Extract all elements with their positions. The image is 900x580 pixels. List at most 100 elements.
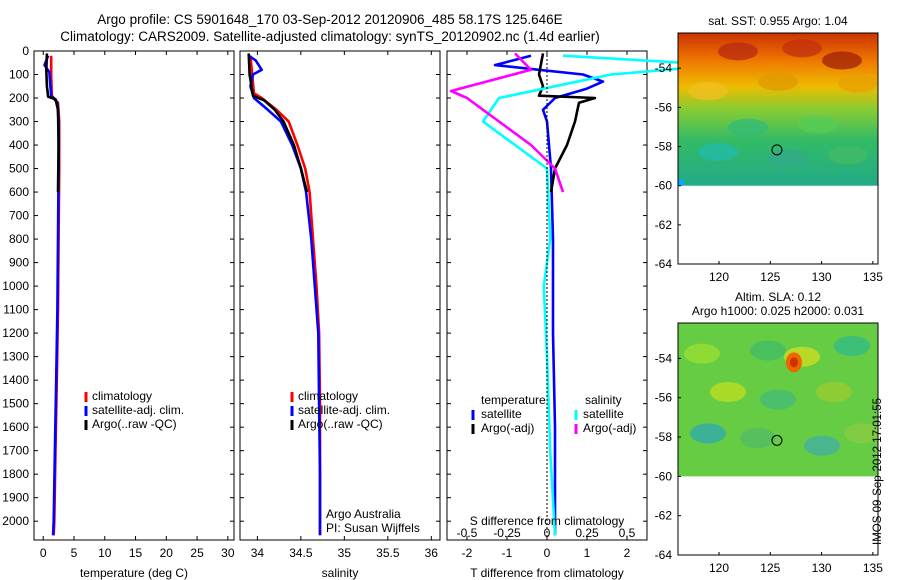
depth-tick-label: 1500	[2, 397, 29, 411]
salinity-series-argo-raw-qc-	[247, 53, 309, 193]
temperature-xtick-label: 30	[221, 546, 235, 560]
sst-patch	[798, 115, 838, 134]
temperature-frame	[33, 50, 235, 541]
sst-ytick-label: -58	[655, 140, 673, 154]
sst-patch	[828, 146, 868, 165]
salinity-frame	[239, 50, 441, 541]
salinity-xtick-label: 34	[251, 546, 265, 560]
figure-title-line-1: Argo profile: CS 5901648_170 03-Sep-2012…	[97, 12, 563, 27]
depth-tick-label: 1700	[2, 444, 29, 458]
sst-xtick-label: 135	[863, 270, 883, 284]
sla-patch	[690, 423, 726, 444]
salinity-legend-label: Argo(..raw -QC)	[298, 417, 383, 431]
sla-patch	[750, 340, 786, 361]
sla-title-line-1: Altim. SLA: 0.12	[735, 290, 821, 304]
salinity-xtick-label: 34.5	[289, 546, 313, 560]
depth-tick-label: 200	[9, 91, 29, 105]
salinity-legend-label: climatology	[298, 389, 358, 403]
figure-title-line-2: Climatology: CARS2009. Satellite-adjuste…	[60, 29, 600, 44]
sla-ytick-label: -58	[655, 430, 673, 444]
depth-tick-label: 1400	[2, 373, 29, 387]
sst-ytick-label: -60	[655, 179, 673, 193]
sst-field	[678, 33, 878, 186]
sst-edge-patch	[678, 179, 684, 186]
difference-series-argo-adj-	[537, 53, 597, 193]
depth-tick-label: 600	[9, 185, 29, 199]
sla-xtick-label: 130	[812, 561, 832, 575]
sst-xtick-label: 130	[812, 270, 832, 284]
difference-xtick-label: -1	[502, 546, 513, 560]
sla-xtick-label: 125	[760, 561, 780, 575]
difference-series-satellite	[493, 54, 605, 536]
temperature-xtick-label: 10	[98, 546, 112, 560]
sst-patch	[718, 42, 758, 61]
temperature-xtick-label: 0	[40, 546, 47, 560]
sla-ytick-label: -54	[655, 351, 673, 365]
sst-ytick-label: -64	[655, 257, 673, 271]
depth-tick-label: 400	[9, 138, 29, 152]
sla-high-core	[789, 357, 798, 368]
annotation-line: PI: Susan Wijffels	[326, 521, 420, 535]
sst-patch	[688, 82, 728, 101]
sla-title-line-2: Argo h1000: 0.025 h2000: 0.031	[692, 304, 864, 318]
depth-tick-label: 1200	[2, 326, 29, 340]
sla-patch	[740, 428, 776, 449]
legend-temperature-label: Argo(-adj)	[481, 421, 534, 435]
depth-tick-label: 1100	[3, 303, 29, 317]
salinity-panel: 34 34.5 35 35.5 36 salinity climatologysatelli…	[239, 50, 441, 580]
sst-title: sat. SST: 0.955 Argo: 1.04	[708, 14, 848, 28]
depth-tick-label: 700	[9, 209, 29, 223]
difference-s-tick-label: 0.5	[619, 526, 636, 540]
temperature-xlabel: temperature (deg C)	[80, 566, 188, 580]
depth-tick-label: 300	[9, 115, 29, 129]
temperature-legend-label: satellite-adj. clim.	[92, 403, 184, 417]
sla-ytick-label: -62	[655, 509, 673, 523]
depth-tick-label: 800	[9, 232, 29, 246]
sst-patch	[782, 39, 822, 58]
sst-patch	[838, 74, 878, 93]
salinity-xtick-label: 36	[425, 546, 439, 560]
legend-salinity-label: satellite	[583, 407, 624, 421]
sst-argo-marker	[771, 144, 783, 156]
depth-tick-label: 500	[9, 162, 29, 176]
depth-tick-label: 1000	[2, 279, 29, 293]
salinity-legend-label: satellite-adj. clim.	[298, 403, 390, 417]
sla-xtick-label: 135	[863, 561, 883, 575]
sla-patch	[844, 423, 878, 444]
sla-patch	[804, 435, 840, 456]
difference-panel: -2 -1 0 1 2T difference from climatology -0.5…	[446, 50, 725, 580]
annotation-line: Argo Australia	[326, 507, 401, 521]
salinity-xlabel: salinity	[322, 566, 359, 580]
sla-field	[678, 323, 878, 477]
sst-xtick-label: 125	[760, 270, 780, 284]
legend-salinity-label: Argo(-adj)	[583, 421, 636, 435]
difference-xtick-label: -2	[462, 546, 473, 560]
sla-ytick-label: -64	[655, 548, 673, 562]
sst-frame	[677, 32, 879, 265]
difference-xtick-label: 1	[584, 546, 591, 560]
temperature-panel: 0 5 10 15 20 25 300100200300400500600700800900…	[2, 44, 235, 580]
difference-xtick-label: 2	[624, 546, 631, 560]
temperature-xtick-label: 20	[160, 546, 174, 560]
depth-tick-label: 900	[9, 256, 29, 270]
depth-tick-label: 1900	[2, 491, 29, 505]
difference-s-tick-label: -0.5	[457, 526, 478, 540]
temperature-series-argo-raw-qc-	[44, 53, 60, 193]
depth-tick-label: 0	[22, 44, 29, 58]
difference-s-tick-label: 0.25	[575, 526, 599, 540]
temperature-xtick-label: 5	[71, 546, 78, 560]
sla-patch	[760, 389, 796, 410]
sst-ytick-label: -56	[655, 100, 673, 114]
sla-patch	[684, 343, 720, 364]
depth-tick-label: 100	[9, 68, 29, 82]
sst-patch	[698, 143, 738, 162]
sla-xtick-label: 120	[709, 561, 729, 575]
sst-ytick-label: -54	[655, 61, 673, 75]
sst-patch	[822, 51, 862, 70]
temperature-xtick-label: 25	[190, 546, 204, 560]
sla-frame	[677, 322, 879, 556]
salinity-xtick-label: 35	[338, 546, 352, 560]
temperature-legend-label: climatology	[92, 389, 152, 403]
sst-xtick-label: 120	[709, 270, 729, 284]
